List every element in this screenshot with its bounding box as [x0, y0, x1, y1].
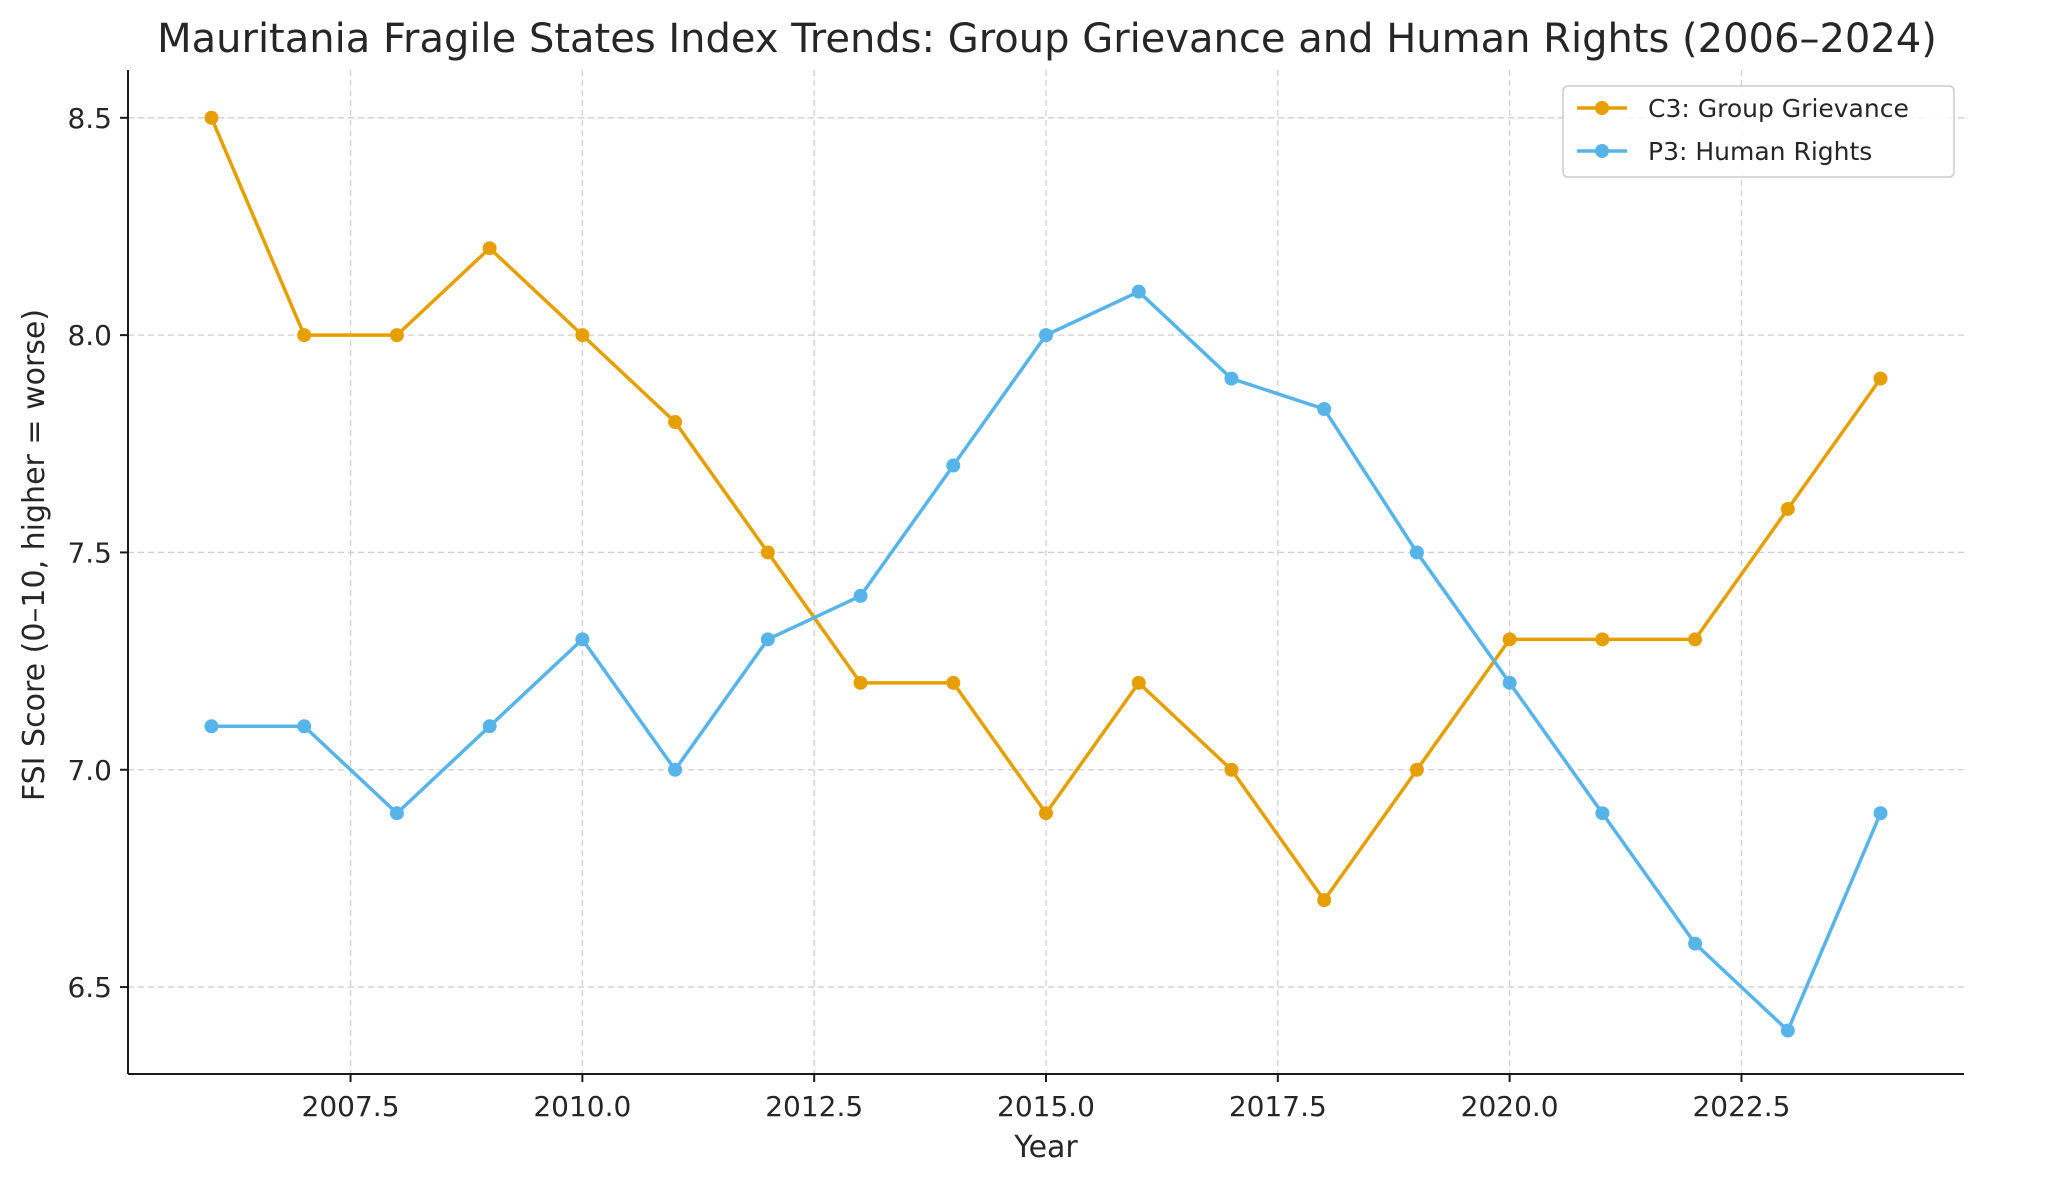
data-point	[1131, 284, 1146, 299]
x-tick-label: 2012.5	[765, 1090, 863, 1123]
data-point	[946, 458, 961, 473]
data-point	[1502, 632, 1517, 647]
data-point	[1873, 371, 1888, 386]
y-axis-label: FSI Score (0–10, higher = worse)	[17, 309, 52, 801]
legend-frame	[1562, 85, 1955, 178]
x-tick-label: 2010.0	[533, 1090, 631, 1123]
legend-label: C3: Group Grievance	[1648, 94, 1909, 123]
y-tick-label: 7.5	[67, 536, 112, 569]
x-tick-label: 2020.0	[1461, 1090, 1559, 1123]
y-tick-label: 6.5	[67, 971, 112, 1004]
x-tick-label: 2022.5	[1692, 1090, 1790, 1123]
x-axis-label: Year	[1013, 1130, 1078, 1165]
x-tick-label: 2007.5	[302, 1090, 400, 1123]
legend-label: P3: Human Rights	[1648, 137, 1872, 166]
data-point	[1039, 328, 1053, 343]
legend-swatch-marker	[1595, 101, 1609, 115]
legend: C3: Group Grievance P3: Human Rights	[1562, 85, 1955, 178]
data-point	[1873, 806, 1888, 821]
y-tick-label: 8.0	[67, 319, 112, 352]
data-point	[946, 675, 961, 690]
axes	[120, 70, 1964, 1082]
data-point	[1224, 371, 1239, 386]
data-point	[297, 328, 312, 343]
data-point	[389, 328, 404, 343]
data-point	[297, 719, 312, 734]
data-point	[1131, 675, 1146, 690]
x-tick-label: 2017.5	[1229, 1090, 1327, 1123]
data-point	[575, 328, 590, 343]
data-point	[1688, 936, 1703, 951]
data-point	[1409, 545, 1424, 560]
data-point	[1409, 762, 1424, 777]
data-point	[204, 110, 219, 125]
data-point	[853, 588, 868, 603]
data-point	[1317, 893, 1332, 908]
data-point	[1317, 402, 1332, 417]
x-tick-label: 2015.0	[997, 1090, 1095, 1123]
data-point	[575, 632, 590, 647]
data-point	[1595, 806, 1610, 821]
data-point	[482, 241, 497, 256]
series-2	[204, 284, 1888, 1038]
data-point	[1688, 632, 1703, 647]
y-tick-label: 7.0	[67, 754, 112, 787]
series-1	[204, 110, 1888, 908]
data-point	[668, 762, 683, 777]
data-point	[1595, 632, 1610, 647]
data-point	[760, 632, 775, 647]
data-point	[204, 719, 219, 734]
y-tick-label: 8.5	[67, 102, 112, 135]
data-point	[482, 719, 497, 734]
legend-swatch-marker	[1595, 144, 1609, 158]
data-point	[853, 675, 868, 690]
chart-title: Mauritania Fragile States Index Trends: …	[157, 16, 1937, 62]
data-point	[760, 545, 775, 560]
tick-labels: 2007.5 2010.0 2012.5 2015.0 2017.5 2020.0 2022…	[67, 102, 1790, 1123]
data-point	[668, 415, 683, 430]
series-layer	[204, 110, 1888, 1038]
data-point	[1224, 762, 1239, 777]
data-point	[1039, 806, 1053, 821]
data-point	[389, 806, 404, 821]
data-point	[1502, 675, 1517, 690]
data-point	[1780, 1023, 1795, 1038]
data-point	[1780, 501, 1795, 516]
